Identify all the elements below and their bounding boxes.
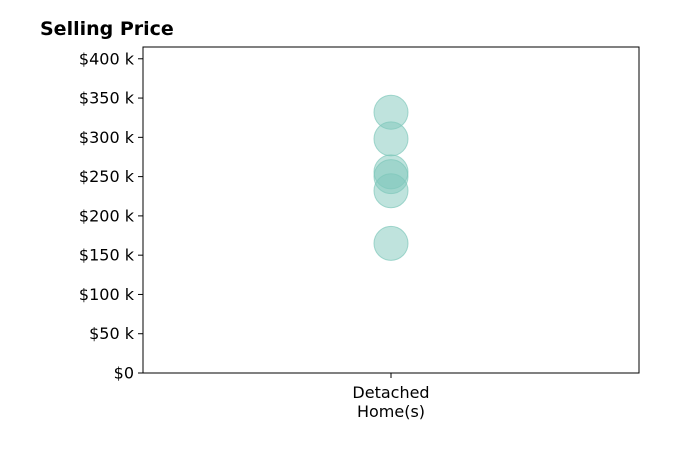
y-tick-label: $100 k — [79, 285, 135, 304]
y-tick-label: $400 k — [79, 49, 135, 68]
y-tick-label: $200 k — [79, 206, 135, 225]
y-tick-label: $0 — [114, 364, 134, 383]
y-tick-label: $250 k — [79, 167, 135, 186]
data-points — [373, 94, 409, 261]
data-point — [373, 121, 409, 157]
y-tick-label: $300 k — [79, 128, 135, 147]
chart-title: Selling Price — [40, 18, 174, 40]
y-tick-label: $150 k — [79, 246, 135, 265]
y-axis: $0 $50 k $100 k $150 k $200 k $250 k $300 k $35… — [79, 49, 143, 383]
x-tick-label: Home(s) — [357, 402, 425, 421]
data-point — [373, 225, 409, 261]
plot-frame — [142, 46, 640, 374]
x-tick-label: Detached — [352, 383, 429, 402]
data-point — [373, 173, 409, 209]
y-tick-label: $350 k — [79, 89, 135, 108]
y-tick-label: $50 k — [89, 324, 135, 343]
